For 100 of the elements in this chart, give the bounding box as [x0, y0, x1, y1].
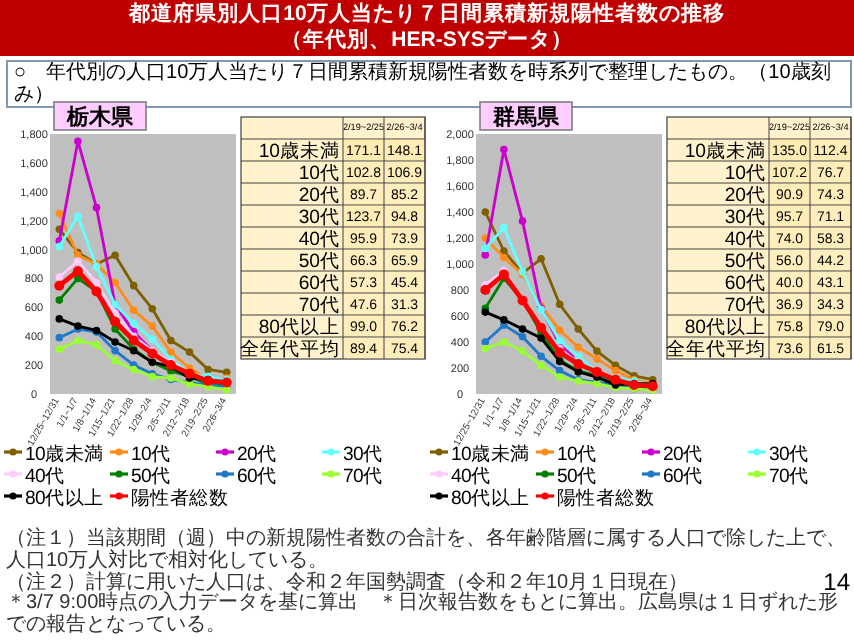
point: [555, 366, 564, 375]
point: [111, 356, 119, 365]
chart-title: 群馬県: [491, 104, 561, 130]
point: [611, 366, 620, 375]
point: [74, 137, 82, 146]
chart-title: 栃木県: [65, 104, 135, 130]
point: [55, 209, 64, 218]
y-tick-label: 全年代平均: [666, 337, 766, 361]
point: [498, 269, 509, 280]
point: [481, 208, 490, 216]
point: [554, 347, 565, 358]
note: ＊3/7 9:00時点の入力データを基に算出 ＊日次報告数をもとに算出。広島県は１日ずれた形での報告となっている。: [6, 594, 841, 638]
legend-label: 70代: [769, 466, 810, 488]
point: [500, 223, 508, 232]
y-tick-label: 50代: [724, 251, 766, 273]
legend-label: 20代: [237, 444, 278, 466]
point: [129, 365, 138, 374]
y-tick-label: 50代: [298, 251, 340, 273]
y-tick-label: 30代: [724, 207, 766, 229]
legend-label: 陽性者総数: [131, 486, 229, 510]
point: [500, 145, 508, 154]
point: [481, 338, 490, 346]
y-tick-label: 30代: [298, 207, 340, 229]
point: [55, 315, 64, 323]
point: [518, 325, 527, 333]
point: [148, 322, 157, 330]
heading: （年代別、HER-SYSデータ）: [279, 28, 575, 53]
point: [167, 348, 175, 356]
point: [54, 280, 65, 291]
point: [500, 253, 508, 262]
point: [204, 365, 212, 374]
point: [92, 203, 101, 212]
point: [55, 296, 64, 304]
point: [74, 336, 82, 345]
legend-label: 60代: [663, 466, 704, 488]
point: [500, 247, 508, 255]
heading: 都道府県別人口10万人当たり７日間累積新規陽性者数の推移: [126, 2, 727, 27]
point: [55, 242, 64, 251]
y-tick-label: 40代: [298, 229, 340, 251]
point: [72, 266, 83, 277]
point: [593, 347, 601, 355]
legend-label: 10代: [557, 444, 598, 466]
point: [518, 347, 527, 355]
y-tick-label: 80代以上: [258, 315, 340, 339]
point: [111, 338, 119, 346]
note: （注２）計算に用いた人口は、令和２年国勢調査（令和２年10月１日現在）: [6, 573, 689, 594]
point: [148, 304, 157, 313]
point: [167, 336, 175, 345]
point: [518, 217, 527, 225]
y-tick-label: 10代: [298, 163, 340, 185]
y-tick-label: 10歳未満: [258, 139, 340, 163]
point: [55, 345, 64, 354]
legend-label: 10代: [131, 444, 172, 466]
point: [148, 335, 157, 343]
point: [555, 373, 564, 381]
point: [92, 341, 101, 349]
point: [593, 355, 601, 363]
point: [128, 335, 139, 346]
legend-label: 30代: [769, 444, 810, 466]
legend-label: 20代: [663, 444, 704, 466]
y-tick-label: 40代: [724, 229, 766, 251]
y-tick-label: 80代以上: [684, 315, 766, 339]
point: [537, 334, 545, 342]
point: [74, 257, 82, 265]
legend-label: 60代: [237, 466, 278, 488]
point: [500, 338, 508, 346]
note: （注１）当該期間（週）中の新規陽性者数の合計を、各年齢階層に属する人口で除した上で、人口10万人対比で相対化している。: [6, 530, 846, 572]
point: [185, 348, 194, 356]
point: [55, 273, 64, 281]
point: [111, 251, 119, 260]
legend-label: 50代: [557, 466, 598, 488]
point: [481, 344, 490, 353]
point: [518, 333, 527, 341]
point: [480, 285, 491, 295]
point: [129, 306, 138, 315]
point: [574, 325, 583, 333]
y-tick-label: 全年代平均: [240, 337, 340, 361]
y-tick-label: 70代: [724, 295, 766, 317]
legend-label: 陽性者総数: [557, 486, 655, 510]
point: [74, 212, 82, 221]
point: [481, 251, 490, 259]
point: [555, 300, 564, 309]
point: [574, 343, 583, 351]
point: [129, 319, 138, 328]
legend-label: 70代: [343, 466, 384, 488]
y-tick-label: 10代: [724, 163, 766, 185]
y-tick-label: 10歳未満: [684, 139, 766, 163]
y-tick-label: 60代: [724, 273, 766, 295]
point: [537, 352, 545, 361]
y-tick-label: 20代: [724, 185, 766, 207]
point: [129, 281, 138, 290]
legend-label: 30代: [343, 444, 384, 466]
y-tick-label: 70代: [298, 295, 340, 317]
point: [111, 346, 119, 355]
point: [111, 278, 119, 287]
y-tick-label: 20代: [298, 185, 340, 207]
point: [500, 316, 508, 324]
point: [481, 244, 490, 253]
point: [92, 278, 101, 287]
point: [537, 255, 545, 263]
